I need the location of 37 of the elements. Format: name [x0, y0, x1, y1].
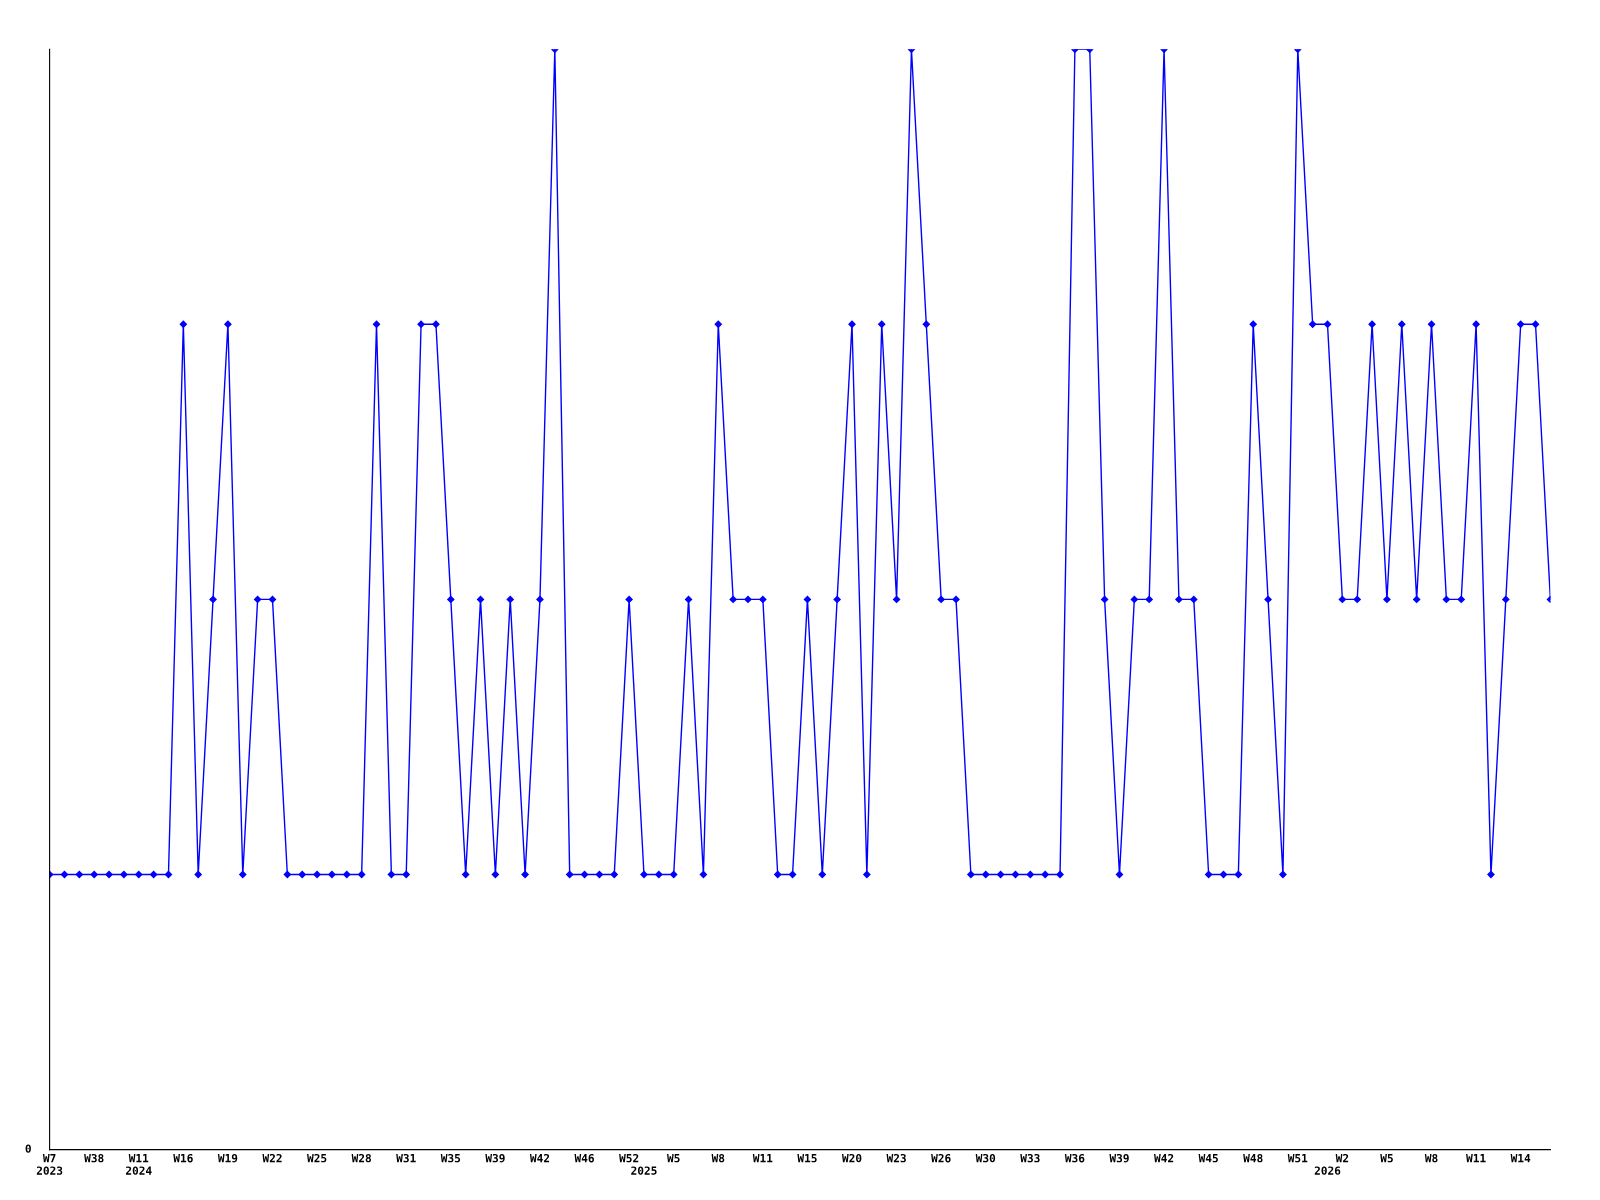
- x-tick-label: W11 2024: [126, 1154, 152, 1175]
- x-tick-label: W46: [574, 1153, 594, 1163]
- x-tick-label: W39: [1109, 1153, 1129, 1163]
- x-tick-label: W23: [886, 1153, 906, 1163]
- text: 0: [25, 1144, 31, 1153]
- x-tick-label: W19: [217, 1154, 238, 1163]
- x-tick-label: W26: [931, 1153, 951, 1163]
- x-tick-label: W20: [841, 1153, 862, 1163]
- x-tick-label: W11: [752, 1154, 773, 1163]
- x-tick-label: W38: [84, 1153, 104, 1163]
- x-tick-label: W33: [1020, 1153, 1040, 1163]
- x-tick-label: 2025: [631, 1166, 657, 1175]
- x-tick-label: W8: [711, 1153, 725, 1163]
- x-tick-label: W16: [173, 1153, 193, 1163]
- x-tick-label: W5: [1380, 1154, 1393, 1163]
- x-tick-label: W22: [262, 1153, 282, 1163]
- x-tick-label: W52: [619, 1153, 639, 1163]
- x-tick-label: W8: [1424, 1153, 1438, 1163]
- x-tick-label: W48: [1243, 1153, 1263, 1163]
- x-tick-label: W45: [1198, 1154, 1218, 1163]
- x-tick-label: W51: [1287, 1154, 1308, 1163]
- x-tick-label: W35: [440, 1153, 461, 1163]
- x-tick-label: W39: [485, 1153, 505, 1163]
- x-tick-label: W11: [1466, 1154, 1486, 1163]
- x-tick-label: W7 2023: [36, 1154, 63, 1175]
- x-tick-label: W28: [351, 1153, 371, 1163]
- x-tick-label: W42: [529, 1153, 550, 1163]
- x-tick-label: W2: [1335, 1153, 1349, 1163]
- x-tick-label: W15: [797, 1154, 817, 1163]
- x-tick-label: W31: [396, 1153, 416, 1163]
- x-tick-label: W36: [1064, 1153, 1085, 1163]
- x-tick-label: W30: [975, 1153, 996, 1163]
- x-tick-label: W25: [307, 1153, 327, 1163]
- x-tick-label: W42: [1154, 1153, 1174, 1163]
- x-tick-label: 2026: [1314, 1166, 1341, 1175]
- x-tick-label: W14: [1510, 1154, 1531, 1163]
- x-tick-label: W5: [667, 1154, 680, 1163]
